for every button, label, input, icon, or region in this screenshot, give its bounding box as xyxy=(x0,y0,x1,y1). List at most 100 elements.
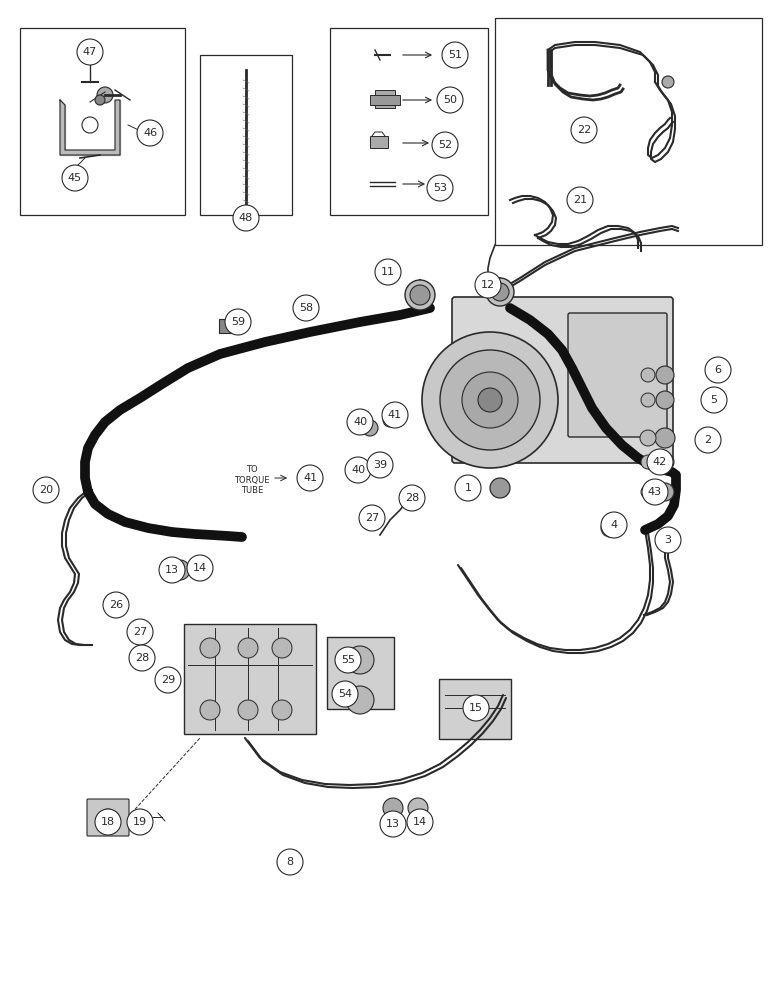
Circle shape xyxy=(405,280,435,310)
Text: 6: 6 xyxy=(715,365,722,375)
Circle shape xyxy=(656,391,674,409)
Circle shape xyxy=(238,700,258,720)
Text: 40: 40 xyxy=(351,465,365,475)
Text: TO
TORQUE
TUBE: TO TORQUE TUBE xyxy=(234,465,269,495)
Text: 28: 28 xyxy=(405,493,419,503)
Circle shape xyxy=(238,638,258,658)
Text: 47: 47 xyxy=(83,47,97,57)
Text: 14: 14 xyxy=(413,817,427,827)
Text: 43: 43 xyxy=(648,487,662,497)
Circle shape xyxy=(601,512,627,538)
Circle shape xyxy=(641,393,655,407)
Circle shape xyxy=(170,560,190,580)
Bar xyxy=(330,28,488,215)
Circle shape xyxy=(567,187,593,213)
Text: 58: 58 xyxy=(299,303,313,313)
Text: 19: 19 xyxy=(133,817,147,827)
Circle shape xyxy=(33,477,59,503)
Circle shape xyxy=(656,366,674,384)
Circle shape xyxy=(571,117,597,143)
Text: 4: 4 xyxy=(611,520,618,530)
Circle shape xyxy=(641,455,655,469)
Text: 20: 20 xyxy=(39,485,53,495)
Circle shape xyxy=(705,357,731,383)
Circle shape xyxy=(601,519,619,537)
Circle shape xyxy=(656,453,674,471)
Circle shape xyxy=(362,420,378,436)
Circle shape xyxy=(159,557,185,583)
Text: 12: 12 xyxy=(481,280,495,290)
Bar xyxy=(200,55,292,215)
Text: 53: 53 xyxy=(433,183,447,193)
Text: 5: 5 xyxy=(710,395,717,405)
Circle shape xyxy=(95,95,105,105)
Text: 54: 54 xyxy=(338,689,352,699)
Text: 41: 41 xyxy=(303,473,317,483)
Bar xyxy=(375,90,395,108)
Circle shape xyxy=(427,175,453,201)
Circle shape xyxy=(410,285,430,305)
Circle shape xyxy=(100,809,116,825)
Text: 15: 15 xyxy=(469,703,483,713)
Circle shape xyxy=(640,430,656,446)
Circle shape xyxy=(77,39,103,65)
Text: 46: 46 xyxy=(143,128,157,138)
Circle shape xyxy=(347,409,373,435)
Circle shape xyxy=(655,428,675,448)
Text: 45: 45 xyxy=(68,173,82,183)
Circle shape xyxy=(188,559,206,577)
Circle shape xyxy=(486,278,514,306)
Text: 11: 11 xyxy=(381,267,395,277)
Circle shape xyxy=(662,76,674,88)
Text: 41: 41 xyxy=(388,410,402,420)
Circle shape xyxy=(383,413,397,427)
Circle shape xyxy=(155,667,181,693)
Circle shape xyxy=(277,849,303,875)
Bar xyxy=(495,18,762,245)
Text: 2: 2 xyxy=(704,435,712,445)
Text: 28: 28 xyxy=(135,653,149,663)
FancyBboxPatch shape xyxy=(87,799,129,836)
Text: 21: 21 xyxy=(573,195,587,205)
Circle shape xyxy=(359,505,385,531)
Circle shape xyxy=(132,648,152,668)
Text: 48: 48 xyxy=(239,213,253,223)
Text: 52: 52 xyxy=(438,140,452,150)
Circle shape xyxy=(367,452,393,478)
Circle shape xyxy=(95,809,121,835)
Circle shape xyxy=(130,622,150,642)
Circle shape xyxy=(225,309,251,335)
Circle shape xyxy=(437,87,463,113)
Text: 39: 39 xyxy=(373,460,387,470)
Text: 40: 40 xyxy=(353,417,367,427)
Circle shape xyxy=(346,686,374,714)
Text: 13: 13 xyxy=(386,819,400,829)
Circle shape xyxy=(490,478,510,498)
Bar xyxy=(370,136,388,148)
Text: 55: 55 xyxy=(341,655,355,665)
Circle shape xyxy=(127,619,153,645)
Circle shape xyxy=(97,87,113,103)
Text: 51: 51 xyxy=(448,50,462,60)
Text: 18: 18 xyxy=(101,817,115,827)
Circle shape xyxy=(407,809,433,835)
Text: 14: 14 xyxy=(193,563,207,573)
Text: 27: 27 xyxy=(133,627,147,637)
Circle shape xyxy=(442,42,468,68)
Bar xyxy=(370,95,400,105)
Circle shape xyxy=(478,388,502,412)
Circle shape xyxy=(272,638,292,658)
Text: 29: 29 xyxy=(161,675,175,685)
Circle shape xyxy=(200,638,220,658)
Circle shape xyxy=(641,485,655,499)
Circle shape xyxy=(375,259,401,285)
Circle shape xyxy=(432,132,458,158)
Circle shape xyxy=(346,646,374,674)
Circle shape xyxy=(355,461,369,475)
Text: 26: 26 xyxy=(109,600,123,610)
Circle shape xyxy=(491,283,509,301)
FancyBboxPatch shape xyxy=(568,313,667,437)
Circle shape xyxy=(129,645,155,671)
Circle shape xyxy=(127,809,153,835)
Text: 27: 27 xyxy=(365,513,379,523)
